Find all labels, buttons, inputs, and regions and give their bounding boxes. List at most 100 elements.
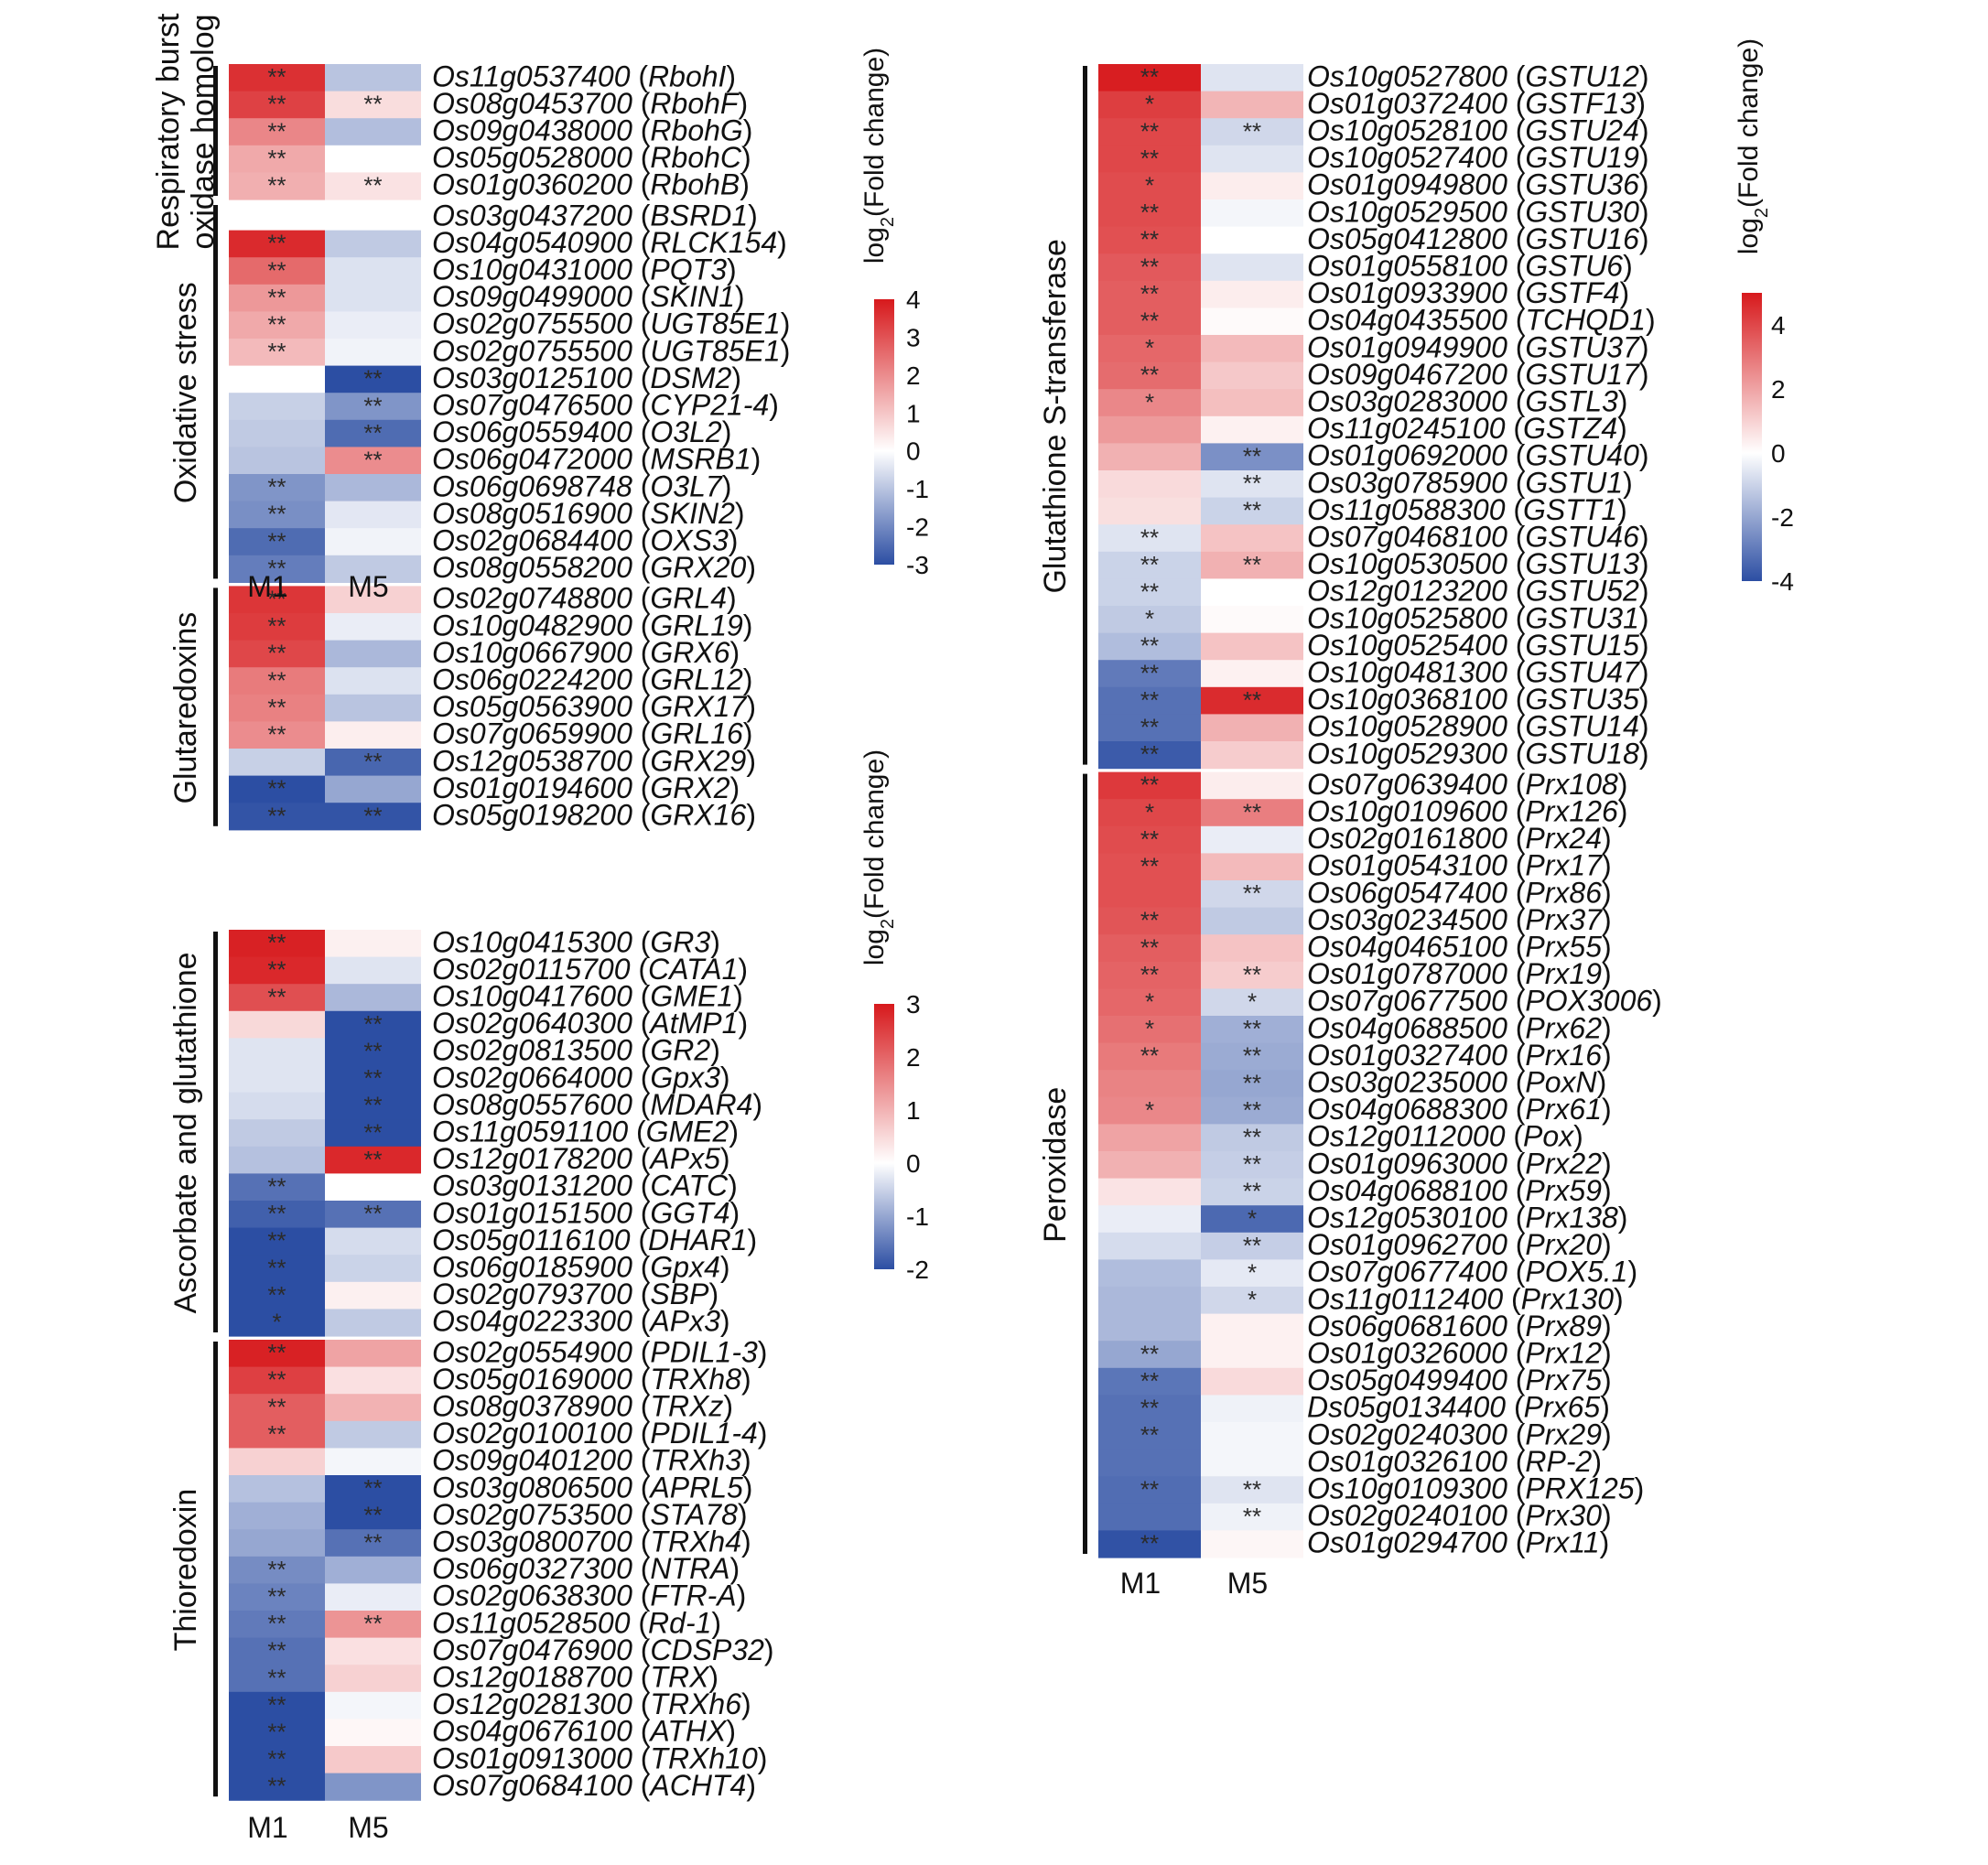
gene-label: Os03g0806500 (APRL5) (432, 1471, 752, 1504)
significance-mark: ** (1140, 280, 1159, 307)
heat-cell-Os07g0677500-M1 (1098, 988, 1201, 1017)
significance-mark: ** (267, 1393, 286, 1420)
heat-cell-Os08g0558200-M5 (325, 555, 421, 583)
gene-symbol: Prx126 (1525, 794, 1618, 827)
paren-open: ( (1507, 876, 1526, 909)
gene-label: Os08g0516900 (SKIN2) (432, 497, 745, 530)
significance-mark: ** (1243, 961, 1261, 988)
heat-cell-Os02g0684400-M1 (229, 528, 325, 556)
heat-cell-Os06g0559400-M5 (325, 419, 421, 447)
heat-cell-Os12g0123200-M5 (1201, 578, 1303, 607)
gene-label: Os01g0294700 (Prx11) (1307, 1526, 1609, 1559)
gene-label: Os05g0528000 (RbohC) (432, 141, 751, 174)
paren-open: ( (632, 1250, 651, 1283)
heat-cell-Os12g0281300-M1 (229, 1691, 325, 1719)
heat-cell-Os01g0327400-M1 (1098, 1042, 1201, 1071)
paren-close: ) (708, 1277, 718, 1310)
paren-close: ) (1620, 276, 1630, 309)
paren-close: ) (710, 925, 720, 958)
paren-open: ( (630, 1224, 648, 1256)
heat-cell-Os06g0681600-M5 (1201, 1313, 1303, 1342)
gene-symbol: MDAR4 (650, 1088, 752, 1121)
heat-cell-Os07g0677400-M1 (1098, 1259, 1201, 1288)
gene-id: Os08g0558200 (432, 551, 632, 584)
paren-open: ( (632, 497, 651, 530)
gene-symbol: TRXh4 (650, 1525, 741, 1558)
paren-open: ( (632, 798, 651, 831)
gene-symbol: FTR-A (650, 1579, 736, 1612)
paren-open: ( (632, 1305, 651, 1338)
significance-mark: ** (1243, 798, 1261, 825)
scale-tick-label: -2 (1771, 503, 1794, 532)
heat-cell-Os01g0913000-M1 (229, 1746, 325, 1774)
heat-cell-Os03g0131200-M5 (325, 1173, 421, 1202)
gene-id: Os12g0123200 (1307, 575, 1507, 608)
gene-label: Os01g0949900 (GSTU37) (1307, 330, 1649, 363)
significance-mark: ** (1140, 713, 1159, 740)
gene-label: Os01g0962700 (Prx20) (1307, 1228, 1612, 1261)
paren-close: ) (1600, 1391, 1610, 1424)
gene-symbol: Prx65 (1524, 1391, 1601, 1424)
gene-symbol: GRX20 (650, 551, 746, 584)
paren-close: ) (758, 1335, 768, 1368)
paren-open: ( (1507, 222, 1526, 255)
heat-cell-Os12g0530100-M1 (1098, 1205, 1201, 1234)
color-scale-bar-b (874, 1004, 894, 1269)
heat-cell-Os01g0787000-M5 (1201, 961, 1303, 989)
color-scale-bar-a (874, 299, 894, 565)
significance-mark: ** (363, 1146, 382, 1173)
gene-symbol: Prx12 (1525, 1336, 1602, 1369)
gene-label: Os04g0223300 (APx3) (432, 1305, 730, 1338)
gene-id: Os02g0813500 (432, 1034, 632, 1067)
scale-tick-label: 1 (906, 1096, 921, 1125)
gene-label: Os02g0753500 (STA78) (432, 1498, 748, 1531)
heat-cell-Os06g0547400-M1 (1098, 880, 1201, 909)
heat-cell-Os08g0453700-M1 (229, 91, 325, 119)
heat-cell-Os07g0476500-M5 (325, 393, 421, 421)
paren-close: ) (743, 113, 753, 146)
gene-label: Os02g0755500 (UGT85E1) (432, 307, 790, 340)
gene-label: Os01g0558100 (GSTU6) (1307, 249, 1633, 282)
gene-symbol: Prx62 (1525, 1011, 1602, 1044)
gene-label: Os11g0245100 (GSTZ4) (1307, 412, 1627, 445)
paren-open: ( (632, 925, 651, 958)
gene-id: Os06g0698748 (432, 469, 632, 502)
gene-id: Os07g0684100 (432, 1769, 632, 1802)
significance-mark: ** (267, 585, 286, 612)
gene-id: Os10g0431000 (432, 253, 632, 286)
gene-id: Os02g0684400 (432, 523, 632, 556)
gene-id: Os05g0169000 (432, 1363, 632, 1396)
gene-symbol: Prx20 (1525, 1228, 1602, 1261)
heat-cell-Os07g0639400-M1 (1098, 771, 1201, 800)
paren-close: ) (735, 280, 745, 313)
gene-symbol: TRXh6 (650, 1687, 741, 1720)
heat-cell-Os02g0755500-M5 (325, 311, 421, 340)
heat-cell-Os01g0558100-M5 (1201, 253, 1303, 282)
heat-cell-Os11g0245100-M5 (1201, 415, 1303, 444)
paren-open: ( (1507, 1256, 1526, 1288)
paren-open: ( (1507, 1526, 1526, 1559)
gene-id: Os10g0667900 (432, 636, 632, 669)
gene-id: Os04g0465100 (1307, 930, 1507, 963)
heat-cell-Os02g0161800-M1 (1098, 825, 1201, 854)
paren-close: ) (1639, 330, 1649, 363)
heat-cell-Os07g0677500-M5 (1201, 988, 1303, 1017)
gene-symbol: Prx138 (1525, 1201, 1618, 1234)
paren-open: ( (632, 771, 651, 804)
heat-cell-Os10g0481300-M1 (1098, 660, 1201, 688)
significance-mark: ** (1140, 1529, 1159, 1557)
gene-symbol: CATA1 (648, 953, 738, 986)
heat-cell-Os05g0563900-M5 (325, 694, 421, 722)
gene-label: Os01g0372400 (GSTF13) (1307, 87, 1646, 120)
significance-mark: ** (267, 310, 286, 338)
heat-cell-Os09g0438000-M1 (229, 118, 325, 146)
paren-open: ( (1507, 59, 1526, 92)
heat-cell-Os04g0688500-M1 (1098, 1016, 1201, 1044)
heat-cell-Os12g0188700-M1 (229, 1665, 325, 1693)
paren-close: ) (748, 199, 758, 232)
group-title-0-0-0: Respiratory burst (151, 13, 186, 250)
heat-cell-Os09g0438000-M5 (325, 118, 421, 146)
heat-cell-Os04g0676100-M1 (229, 1719, 325, 1747)
paren-open: ( (1507, 1201, 1526, 1234)
gene-label: Os03g0785900 (GSTU1) (1307, 466, 1633, 499)
